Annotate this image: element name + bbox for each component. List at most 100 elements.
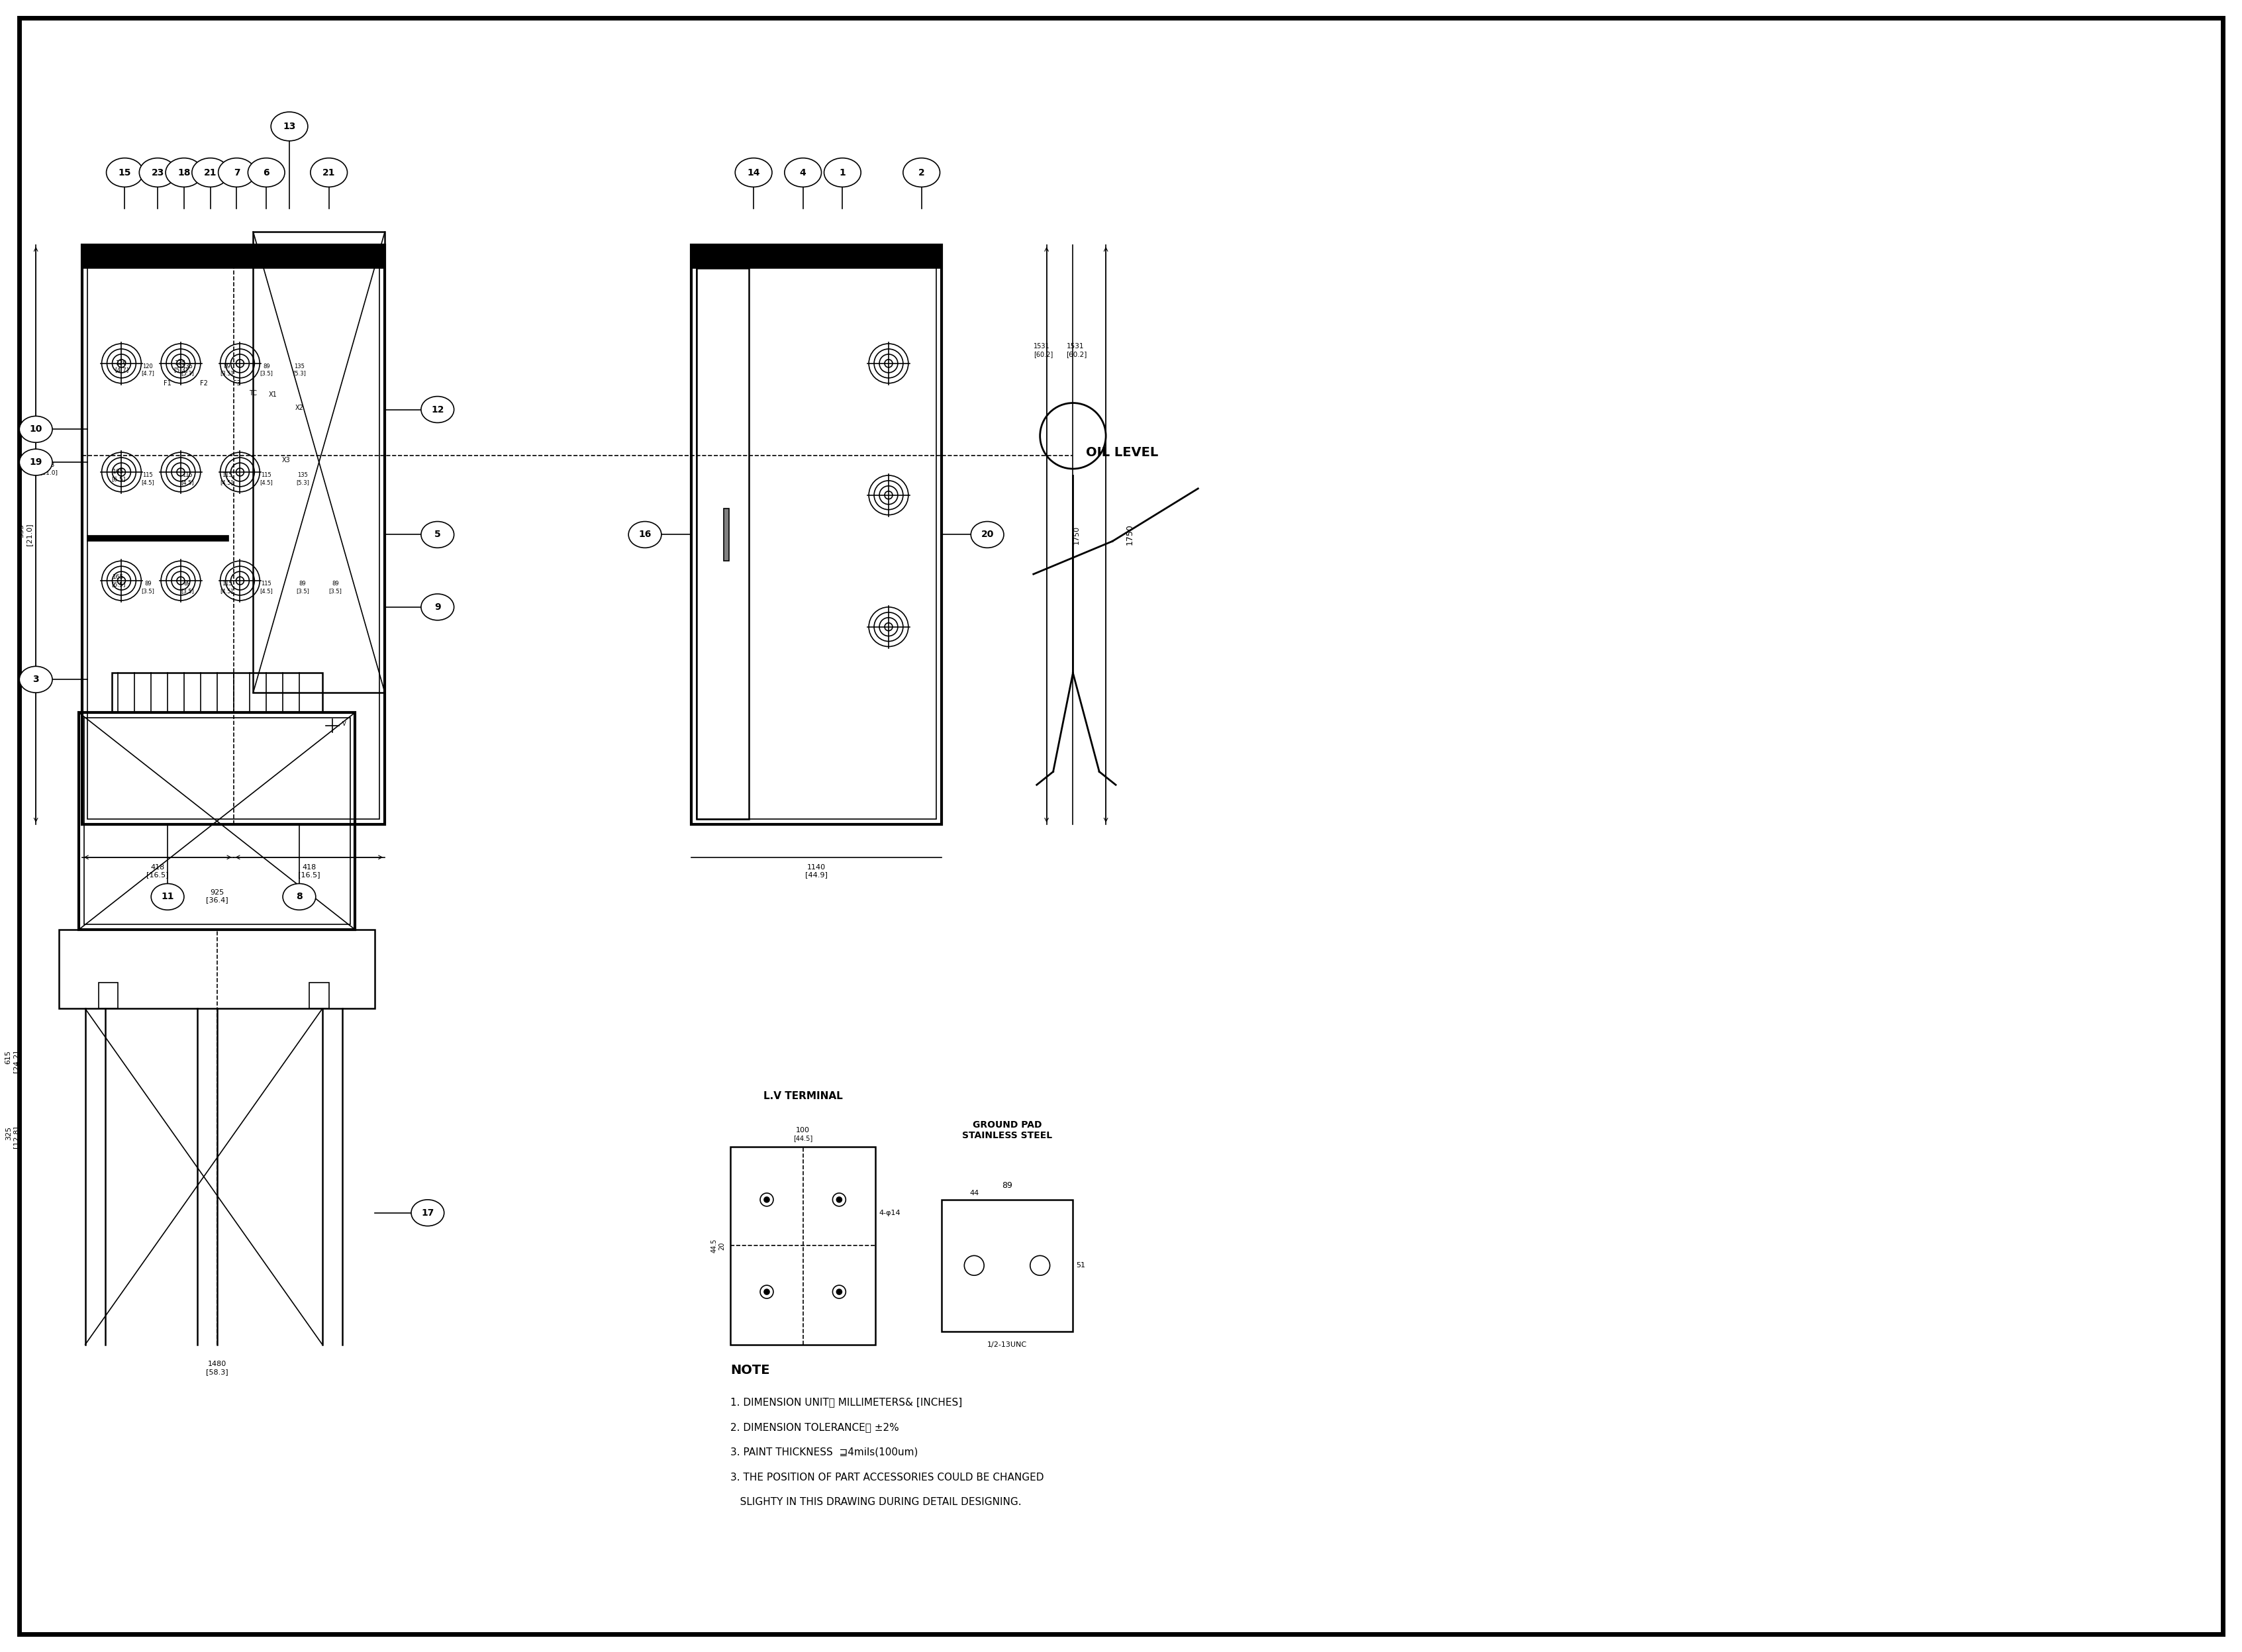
Text: 9: 9 bbox=[435, 603, 442, 611]
Text: X3: X3 bbox=[282, 458, 289, 464]
Ellipse shape bbox=[421, 396, 453, 423]
Text: 100: 100 bbox=[796, 1127, 809, 1133]
Ellipse shape bbox=[20, 416, 52, 443]
Text: 5: 5 bbox=[435, 530, 442, 539]
Text: 165
[6.5]: 165 [6.5] bbox=[112, 469, 126, 482]
Bar bbox=[309, 983, 330, 1009]
Text: X2: X2 bbox=[296, 405, 303, 411]
Text: 12: 12 bbox=[430, 405, 444, 415]
Text: 89
[3.5]: 89 [3.5] bbox=[260, 363, 274, 377]
Ellipse shape bbox=[271, 112, 307, 140]
Text: 1531
[60.2]: 1531 [60.2] bbox=[1067, 344, 1087, 357]
Text: SLIGHTY IN THIS DRAWING DURING DETAIL DESIGNING.: SLIGHTY IN THIS DRAWING DURING DETAIL DE… bbox=[731, 1497, 1022, 1507]
Text: 89
[3.5]: 89 [3.5] bbox=[220, 363, 233, 377]
Text: 925
[36.4]: 925 [36.4] bbox=[206, 889, 229, 904]
Bar bbox=[691, 244, 942, 258]
Text: 533
[21.0]: 533 [21.0] bbox=[18, 524, 34, 545]
Text: 2. DIMENSION TOLERANCE： ±2%: 2. DIMENSION TOLERANCE： ±2% bbox=[731, 1422, 899, 1432]
Text: 11: 11 bbox=[161, 892, 175, 902]
Ellipse shape bbox=[20, 449, 52, 476]
Bar bbox=[99, 983, 119, 1009]
Bar bbox=[83, 717, 350, 925]
Text: 10: 10 bbox=[29, 425, 43, 434]
Text: 20: 20 bbox=[720, 1242, 724, 1251]
Text: 20: 20 bbox=[982, 530, 993, 539]
Circle shape bbox=[765, 1198, 769, 1203]
Text: X1: X1 bbox=[269, 392, 278, 398]
Text: 18: 18 bbox=[177, 169, 191, 177]
Ellipse shape bbox=[735, 159, 771, 187]
Bar bbox=[78, 712, 354, 930]
Text: 1750: 1750 bbox=[1125, 524, 1134, 545]
Bar bbox=[83, 244, 386, 258]
Ellipse shape bbox=[139, 159, 177, 187]
Text: F3: F3 bbox=[233, 380, 240, 387]
Bar bbox=[691, 244, 942, 824]
Text: 89
[3.5]: 89 [3.5] bbox=[330, 582, 343, 593]
Text: 115
[4.5]: 115 [4.5] bbox=[260, 472, 274, 486]
Text: 120
[4.7]: 120 [4.7] bbox=[141, 363, 155, 377]
Text: F1: F1 bbox=[164, 380, 170, 387]
Bar bbox=[691, 258, 942, 268]
Text: TC: TC bbox=[249, 390, 258, 396]
Text: 51: 51 bbox=[1076, 1262, 1085, 1269]
Bar bbox=[87, 535, 229, 542]
Bar bbox=[697, 249, 935, 819]
Text: 615
[24.2]: 615 [24.2] bbox=[4, 1051, 20, 1072]
Text: 418
[16.5]: 418 [16.5] bbox=[146, 864, 168, 879]
Text: 13: 13 bbox=[282, 122, 296, 131]
Circle shape bbox=[765, 1289, 769, 1295]
Text: 2: 2 bbox=[919, 169, 924, 177]
Text: 1531
[60.2]: 1531 [60.2] bbox=[1034, 344, 1054, 357]
Bar bbox=[942, 1199, 1074, 1332]
Text: 16: 16 bbox=[639, 530, 652, 539]
Text: 1480
[58.3]: 1480 [58.3] bbox=[206, 1361, 229, 1374]
Text: 6: 6 bbox=[262, 169, 269, 177]
Text: 533
[21.0]: 533 [21.0] bbox=[40, 463, 58, 476]
Ellipse shape bbox=[193, 159, 229, 187]
Bar bbox=[731, 1146, 874, 1345]
Ellipse shape bbox=[249, 159, 285, 187]
Text: 21: 21 bbox=[204, 169, 217, 177]
Ellipse shape bbox=[421, 595, 453, 620]
Text: [44.5]: [44.5] bbox=[794, 1135, 812, 1142]
Ellipse shape bbox=[785, 159, 821, 187]
Ellipse shape bbox=[105, 159, 143, 187]
Bar bbox=[87, 249, 379, 819]
Text: 3. PAINT THICKNESS  ⊒4mils(100um): 3. PAINT THICKNESS ⊒4mils(100um) bbox=[731, 1447, 919, 1457]
Text: L.V TERMINAL: L.V TERMINAL bbox=[762, 1090, 843, 1100]
Text: 44.5: 44.5 bbox=[711, 1239, 717, 1252]
Bar bbox=[112, 672, 323, 712]
Text: 120
[4.7]: 120 [4.7] bbox=[114, 360, 128, 373]
Bar bbox=[253, 231, 386, 692]
Text: 4: 4 bbox=[800, 169, 807, 177]
Text: 44: 44 bbox=[969, 1189, 980, 1196]
Text: 89: 89 bbox=[1002, 1181, 1013, 1189]
Text: 89
[3.5]: 89 [3.5] bbox=[296, 582, 309, 593]
Ellipse shape bbox=[825, 159, 861, 187]
Ellipse shape bbox=[410, 1199, 444, 1226]
Ellipse shape bbox=[166, 159, 202, 187]
Text: 1140
[44.9]: 1140 [44.9] bbox=[805, 864, 827, 879]
Text: 8: 8 bbox=[296, 892, 303, 902]
Bar bbox=[724, 509, 729, 562]
Text: NOTE: NOTE bbox=[731, 1365, 769, 1376]
Text: 135
[5.3]: 135 [5.3] bbox=[182, 363, 193, 377]
Text: 418
[16.5]: 418 [16.5] bbox=[298, 864, 321, 879]
Ellipse shape bbox=[150, 884, 184, 910]
Text: 115
[4.5]: 115 [4.5] bbox=[260, 582, 274, 593]
Text: 135
[5.3]: 135 [5.3] bbox=[173, 360, 188, 373]
Ellipse shape bbox=[309, 159, 348, 187]
Text: 1750: 1750 bbox=[1074, 525, 1081, 544]
Ellipse shape bbox=[20, 666, 52, 692]
Text: 115
[4.5]: 115 [4.5] bbox=[141, 472, 155, 486]
Bar bbox=[83, 244, 386, 824]
Circle shape bbox=[836, 1289, 841, 1295]
Ellipse shape bbox=[282, 884, 316, 910]
Bar bbox=[58, 930, 374, 1009]
Text: 115
[4.5]: 115 [4.5] bbox=[182, 472, 193, 486]
Text: 89
[3.5]: 89 [3.5] bbox=[182, 582, 193, 593]
Text: F2: F2 bbox=[200, 380, 209, 387]
Text: 23: 23 bbox=[150, 169, 164, 177]
Text: 19: 19 bbox=[29, 458, 43, 468]
